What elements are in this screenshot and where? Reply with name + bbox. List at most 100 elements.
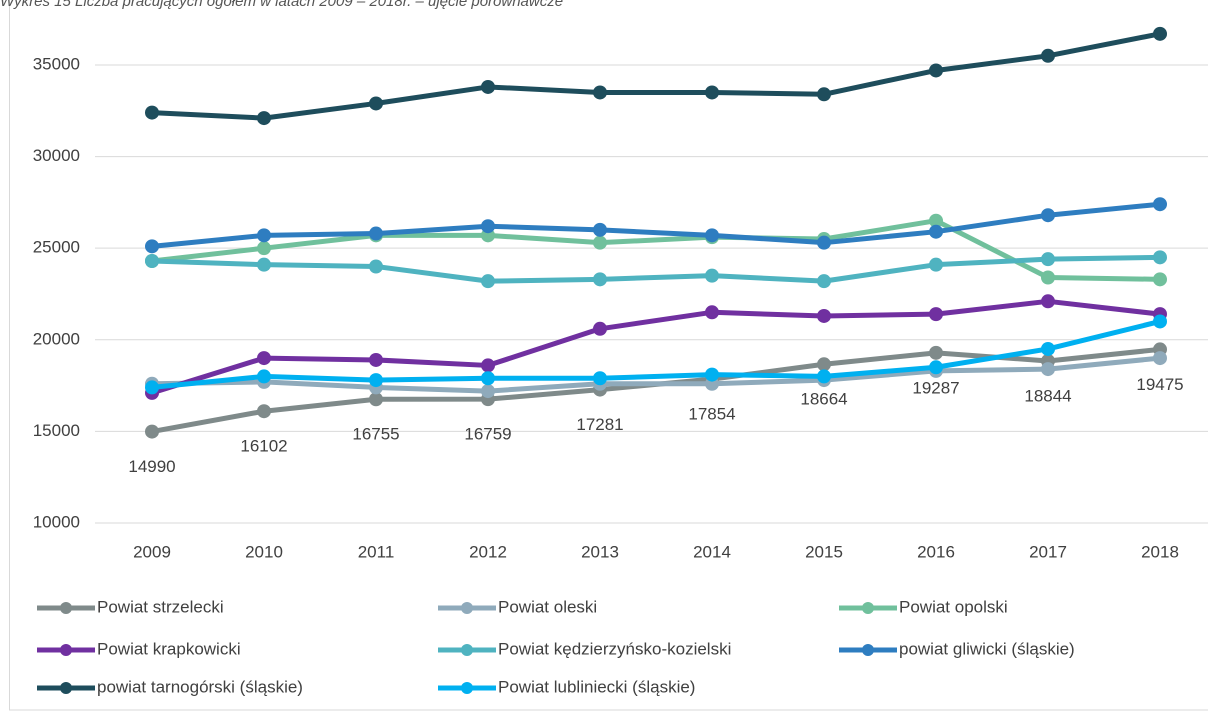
series-line <box>151 319 1161 390</box>
legend-marker <box>60 602 72 614</box>
legend-marker <box>461 682 473 694</box>
legend-label: Powiat oleski <box>498 597 597 616</box>
data-point <box>257 228 271 243</box>
legend-marker <box>60 682 72 694</box>
data-point <box>593 235 607 250</box>
data-point <box>257 257 271 272</box>
data-label: 14990 <box>128 457 175 476</box>
data-point <box>817 235 831 250</box>
data-point <box>705 268 719 283</box>
data-point <box>929 307 943 322</box>
data-point <box>593 272 607 287</box>
data-point <box>1041 270 1055 285</box>
data-point <box>1041 362 1055 377</box>
data-label: 17854 <box>688 405 735 424</box>
data-point <box>257 404 271 419</box>
data-point <box>369 373 383 388</box>
series-line <box>151 298 1161 396</box>
data-point <box>145 105 159 120</box>
data-point <box>817 369 831 384</box>
data-point <box>929 345 943 360</box>
legend-marker <box>461 644 473 656</box>
data-point <box>257 351 271 366</box>
data-point <box>705 305 719 320</box>
data-label: 19287 <box>912 378 959 397</box>
series-line <box>151 218 1161 282</box>
data-point <box>817 87 831 102</box>
series-line <box>151 355 1161 394</box>
legend-marker <box>862 644 874 656</box>
data-point <box>817 274 831 289</box>
legend-label: Powiat lubliniecki (śląskie) <box>498 677 695 696</box>
data-point <box>369 259 383 274</box>
data-point <box>1041 341 1055 356</box>
legend-label: powiat tarnogórski (śląskie) <box>97 677 303 696</box>
legend-marker <box>862 602 874 614</box>
data-point <box>1153 314 1167 329</box>
data-point <box>481 274 495 289</box>
data-point <box>145 239 159 254</box>
data-point <box>145 254 159 269</box>
data-point <box>929 224 943 239</box>
data-point <box>481 358 495 373</box>
data-point <box>1153 272 1167 287</box>
y-tick-label: 35000 <box>33 54 80 73</box>
data-point <box>593 371 607 386</box>
x-tick-label: 2018 <box>1141 542 1179 561</box>
data-label: 16755 <box>352 425 399 444</box>
data-point <box>1041 48 1055 63</box>
x-tick-label: 2016 <box>917 542 955 561</box>
x-tick-label: 2014 <box>693 542 731 561</box>
data-point <box>593 222 607 237</box>
data-point <box>705 367 719 382</box>
series-line <box>151 346 1161 435</box>
x-tick-label: 2011 <box>358 542 395 561</box>
data-point <box>145 424 159 439</box>
data-point <box>369 96 383 111</box>
data-point <box>593 85 607 100</box>
data-point <box>817 357 831 372</box>
x-tick-label: 2013 <box>581 542 619 561</box>
data-point <box>481 79 495 94</box>
data-label: 18844 <box>1024 386 1071 405</box>
legend-label: Powiat opolski <box>899 597 1008 616</box>
data-point <box>257 241 271 256</box>
data-point <box>257 111 271 126</box>
data-label: 17281 <box>576 415 623 434</box>
data-point <box>481 384 495 399</box>
data-label: 16759 <box>464 425 511 444</box>
data-point <box>929 63 943 78</box>
data-point <box>481 371 495 386</box>
x-tick-label: 2010 <box>245 542 283 561</box>
series-line <box>151 201 1161 249</box>
data-point <box>369 352 383 367</box>
data-point <box>369 392 383 407</box>
chart-frame <box>9 0 1208 711</box>
data-point <box>1041 208 1055 223</box>
data-point <box>481 219 495 234</box>
data-point <box>593 321 607 336</box>
x-tick-label: 2012 <box>469 542 507 561</box>
data-point <box>257 369 271 384</box>
data-label: 16102 <box>240 437 287 456</box>
data-point <box>1153 197 1167 212</box>
data-point <box>705 85 719 100</box>
legend-marker <box>461 602 473 614</box>
x-tick-label: 2017 <box>1029 542 1067 561</box>
legend-label: Powiat krapkowicki <box>97 639 241 658</box>
data-point <box>817 308 831 323</box>
data-point <box>1153 26 1167 41</box>
data-point <box>705 228 719 243</box>
data-point <box>929 213 943 228</box>
y-tick-label: 10000 <box>33 512 80 531</box>
legend-label: Powiat kędzierzyńsko-kozielski <box>498 639 731 658</box>
y-tick-label: 20000 <box>33 329 80 348</box>
data-point <box>1153 250 1167 265</box>
data-point <box>929 360 943 375</box>
series-line <box>151 254 1161 284</box>
data-point <box>929 257 943 272</box>
legend-marker <box>60 644 72 656</box>
legend-label: Powiat strzelecki <box>97 597 224 616</box>
data-point <box>1041 252 1055 267</box>
